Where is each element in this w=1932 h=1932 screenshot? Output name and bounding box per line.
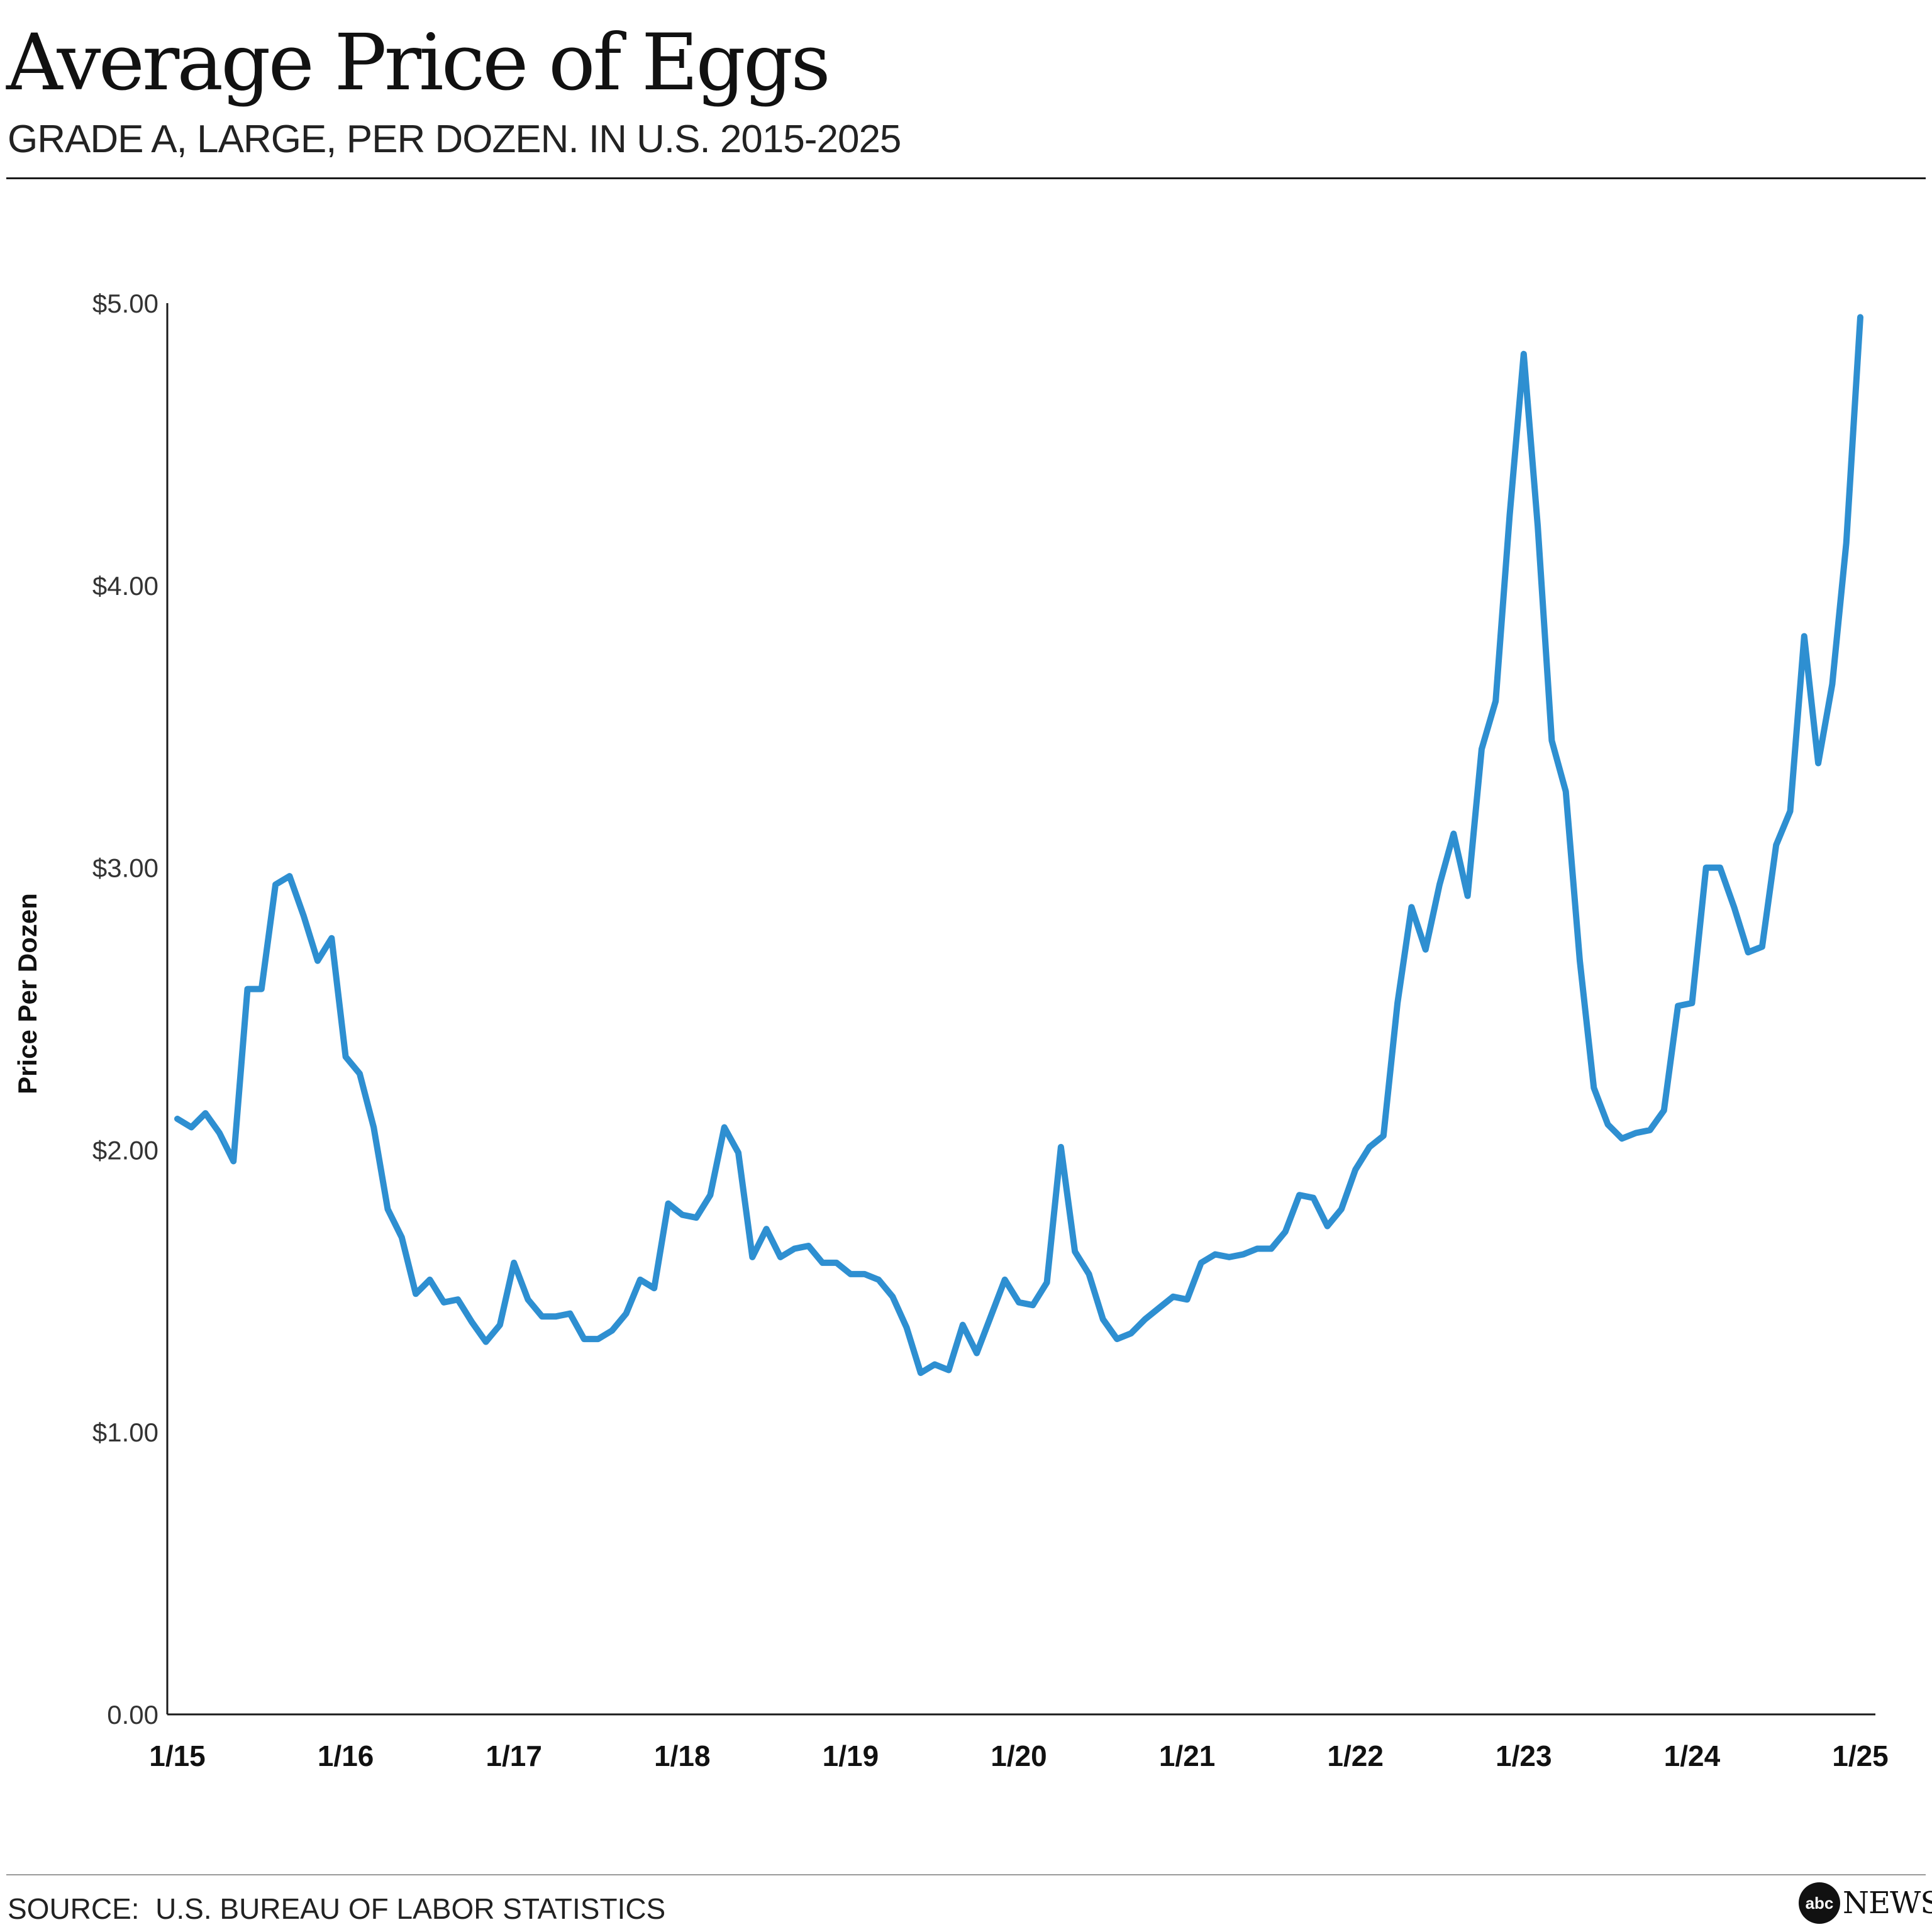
y-tick-label: $5.00 — [92, 289, 158, 318]
abc-news-logo: abc NEWS — [1799, 1880, 1932, 1926]
chart-subtitle: GRADE A, LARGE, PER DOZEN. IN U.S. 2015-… — [8, 118, 901, 161]
x-tick-label: 1/25 — [1832, 1740, 1889, 1772]
x-tick-label: 1/24 — [1664, 1740, 1721, 1772]
y-tick-label: 0.00 — [107, 1700, 158, 1729]
news-wordmark: NEWS — [1843, 1885, 1932, 1921]
chart-title: Average Price of Eggs — [6, 18, 831, 108]
source-note: SOURCE: U.S. BUREAU OF LABOR STATISTICS — [8, 1892, 666, 1925]
x-tick-label: 1/18 — [654, 1740, 711, 1772]
y-tick-label: $4.00 — [92, 571, 158, 601]
footer-divider — [6, 1874, 1926, 1875]
x-tick-labels: 1/15 1/16 1/17 1/18 1/19 1/20 1/21 1/22 1/23 1/24… — [149, 1740, 1889, 1772]
x-tick-label: 1/21 — [1159, 1740, 1216, 1772]
y-tick-label: $2.00 — [92, 1135, 158, 1165]
y-tick-label: $3.00 — [92, 853, 158, 883]
series-group — [174, 314, 1863, 1376]
x-tick-label: 1/17 — [486, 1740, 542, 1772]
x-tick-label: 1/16 — [318, 1740, 374, 1772]
header-divider — [6, 177, 1926, 179]
x-tick-label: 1/22 — [1327, 1740, 1384, 1772]
y-tick-label: $1.00 — [92, 1418, 158, 1447]
x-tick-label: 1/20 — [991, 1740, 1047, 1772]
x-tick-label: 1/23 — [1496, 1740, 1552, 1772]
y-tick-labels: 0.00 $1.00 $2.00 $3.00 $4.00 $5.00 — [92, 289, 158, 1729]
abc-logo-mark: abc — [1799, 1882, 1840, 1924]
x-tick-label: 1/19 — [823, 1740, 879, 1772]
series-line — [174, 314, 1863, 1376]
x-tick-label: 1/15 — [149, 1740, 206, 1772]
